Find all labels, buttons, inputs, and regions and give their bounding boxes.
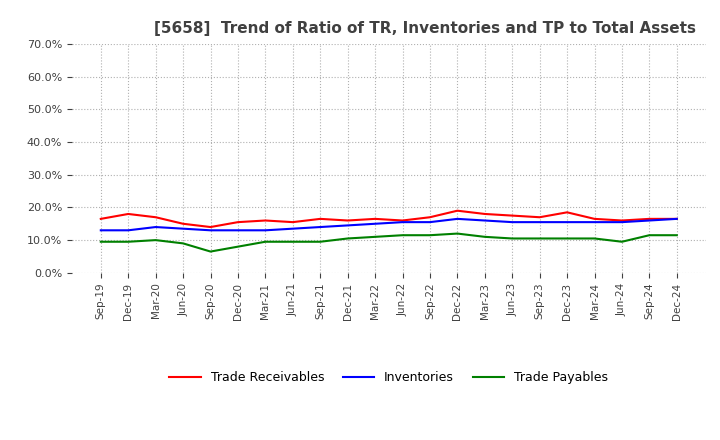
Trade Receivables (398, 218, 407, 223)
Trade Payables (179, 241, 187, 246)
Trade Receivables (426, 215, 434, 220)
Inventories (563, 220, 572, 225)
Trade Receivables (590, 216, 599, 221)
Trade Receivables (672, 216, 681, 221)
Trade Receivables (96, 216, 105, 221)
Line: Trade Receivables: Trade Receivables (101, 211, 677, 227)
Trade Payables (618, 239, 626, 244)
Line: Trade Payables: Trade Payables (101, 234, 677, 252)
Inventories (480, 218, 489, 223)
Trade Payables (151, 238, 160, 243)
Trade Receivables (480, 211, 489, 216)
Inventories (508, 220, 516, 225)
Trade Receivables (536, 215, 544, 220)
Inventories (618, 220, 626, 225)
Trade Receivables (151, 215, 160, 220)
Trade Payables (261, 239, 270, 244)
Trade Payables (645, 233, 654, 238)
Inventories (233, 227, 242, 233)
Inventories (426, 220, 434, 225)
Trade Payables (96, 239, 105, 244)
Trade Payables (398, 233, 407, 238)
Trade Payables (233, 244, 242, 249)
Trade Payables (590, 236, 599, 241)
Trade Payables (426, 233, 434, 238)
Inventories (453, 216, 462, 221)
Inventories (590, 220, 599, 225)
Trade Receivables (618, 218, 626, 223)
Trade Receivables (124, 211, 132, 216)
Inventories (289, 226, 297, 231)
Trade Payables (289, 239, 297, 244)
Trade Receivables (508, 213, 516, 218)
Trade Receivables (233, 220, 242, 225)
Legend: Trade Receivables, Inventories, Trade Payables: Trade Receivables, Inventories, Trade Pa… (164, 366, 613, 389)
Inventories (151, 224, 160, 230)
Trade Payables (371, 234, 379, 239)
Inventories (343, 223, 352, 228)
Trade Receivables (563, 210, 572, 215)
Inventories (672, 216, 681, 221)
Trade Receivables (261, 218, 270, 223)
Trade Payables (536, 236, 544, 241)
Trade Receivables (316, 216, 325, 221)
Trade Receivables (206, 224, 215, 230)
Inventories (645, 218, 654, 223)
Text: [5658]  Trend of Ratio of TR, Inventories and TP to Total Assets: [5658] Trend of Ratio of TR, Inventories… (154, 21, 696, 36)
Inventories (124, 227, 132, 233)
Trade Receivables (343, 218, 352, 223)
Trade Receivables (179, 221, 187, 227)
Trade Payables (124, 239, 132, 244)
Inventories (316, 224, 325, 230)
Inventories (96, 227, 105, 233)
Inventories (398, 220, 407, 225)
Trade Receivables (453, 208, 462, 213)
Trade Payables (453, 231, 462, 236)
Trade Receivables (645, 216, 654, 221)
Inventories (206, 227, 215, 233)
Trade Payables (316, 239, 325, 244)
Inventories (536, 220, 544, 225)
Trade Payables (206, 249, 215, 254)
Inventories (371, 221, 379, 227)
Line: Inventories: Inventories (101, 219, 677, 230)
Trade Payables (480, 234, 489, 239)
Trade Receivables (371, 216, 379, 221)
Trade Payables (343, 236, 352, 241)
Trade Receivables (289, 220, 297, 225)
Trade Payables (672, 233, 681, 238)
Trade Payables (563, 236, 572, 241)
Inventories (261, 227, 270, 233)
Inventories (179, 226, 187, 231)
Trade Payables (508, 236, 516, 241)
